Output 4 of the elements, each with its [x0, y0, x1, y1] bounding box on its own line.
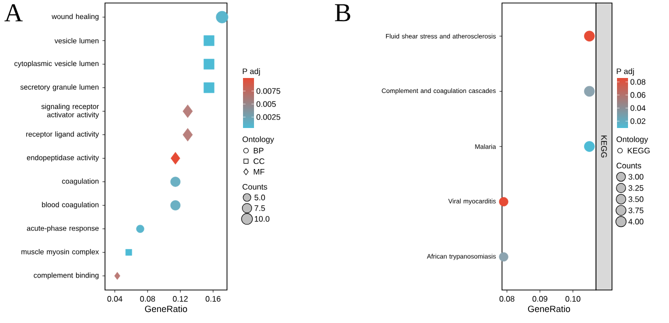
chart-title: B — [334, 4, 350, 22]
x-axis-title: GeneRatio — [145, 306, 188, 312]
chart-title: A — [4, 4, 23, 22]
x-axis-title: GeneRatio — [528, 306, 570, 312]
